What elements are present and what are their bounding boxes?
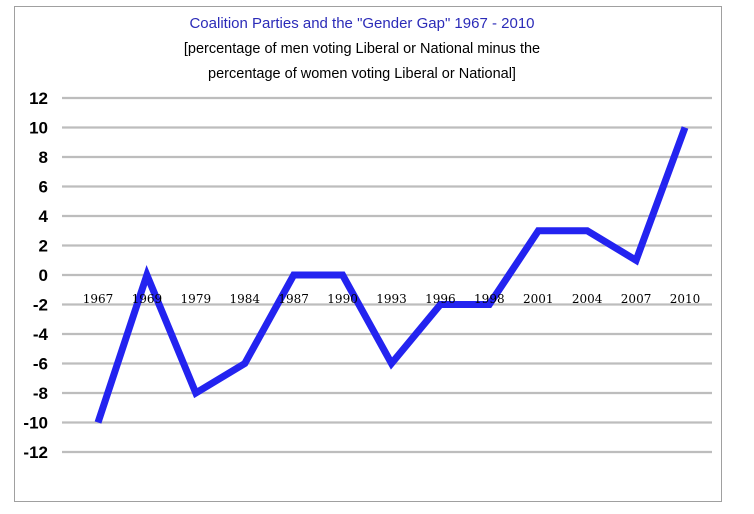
y-tick-label: 0 bbox=[39, 266, 48, 285]
y-tick-label: 12 bbox=[29, 89, 48, 108]
x-tick-label: 1990 bbox=[327, 292, 358, 306]
x-tick-label: 2001 bbox=[523, 292, 554, 306]
chart-subtitle-line-1: [percentage of men voting Liberal or Nat… bbox=[184, 41, 540, 57]
x-tick-label: 1987 bbox=[278, 292, 309, 306]
x-tick-label: 1998 bbox=[474, 292, 505, 306]
y-tick-label: 4 bbox=[39, 207, 49, 226]
y-tick-label: 8 bbox=[39, 148, 48, 167]
y-tick-label: -4 bbox=[33, 325, 49, 344]
x-tick-label: 2007 bbox=[621, 292, 652, 306]
x-tick-label: 2004 bbox=[572, 292, 603, 306]
x-tick-label: 1969 bbox=[132, 292, 163, 306]
x-tick-label: 1967 bbox=[83, 292, 114, 306]
chart-subtitle-line-2: percentage of women voting Liberal or Na… bbox=[208, 66, 516, 82]
y-tick-label: 6 bbox=[39, 178, 48, 197]
x-tick-label: 1993 bbox=[376, 292, 407, 306]
y-tick-label: -10 bbox=[23, 414, 48, 433]
y-axis-tick-labels: 12 10 8 6 4 2 0 -2 -4 -6 -8 -10 -12 bbox=[23, 89, 48, 462]
x-tick-label: 1996 bbox=[425, 292, 456, 306]
y-tick-label: 10 bbox=[29, 119, 48, 138]
y-tick-label: -8 bbox=[33, 384, 48, 403]
gridlines bbox=[62, 96, 712, 454]
y-tick-label: -2 bbox=[33, 296, 48, 315]
chart-frame bbox=[14, 6, 722, 502]
series-layer bbox=[94, 126, 689, 424]
x-tick-label: 1979 bbox=[181, 292, 212, 306]
chart-title: Coalition Parties and the "Gender Gap" 1… bbox=[189, 15, 534, 32]
y-tick-label: -12 bbox=[23, 443, 48, 462]
x-axis-tick-labels: 1967 1969 1979 1984 1987 1990 1993 1996 1998 2001… bbox=[83, 292, 701, 306]
x-tick-label: 2010 bbox=[670, 292, 701, 306]
y-tick-label: 2 bbox=[39, 237, 48, 256]
y-tick-label: -6 bbox=[33, 355, 48, 374]
x-tick-label: 1984 bbox=[229, 292, 260, 306]
